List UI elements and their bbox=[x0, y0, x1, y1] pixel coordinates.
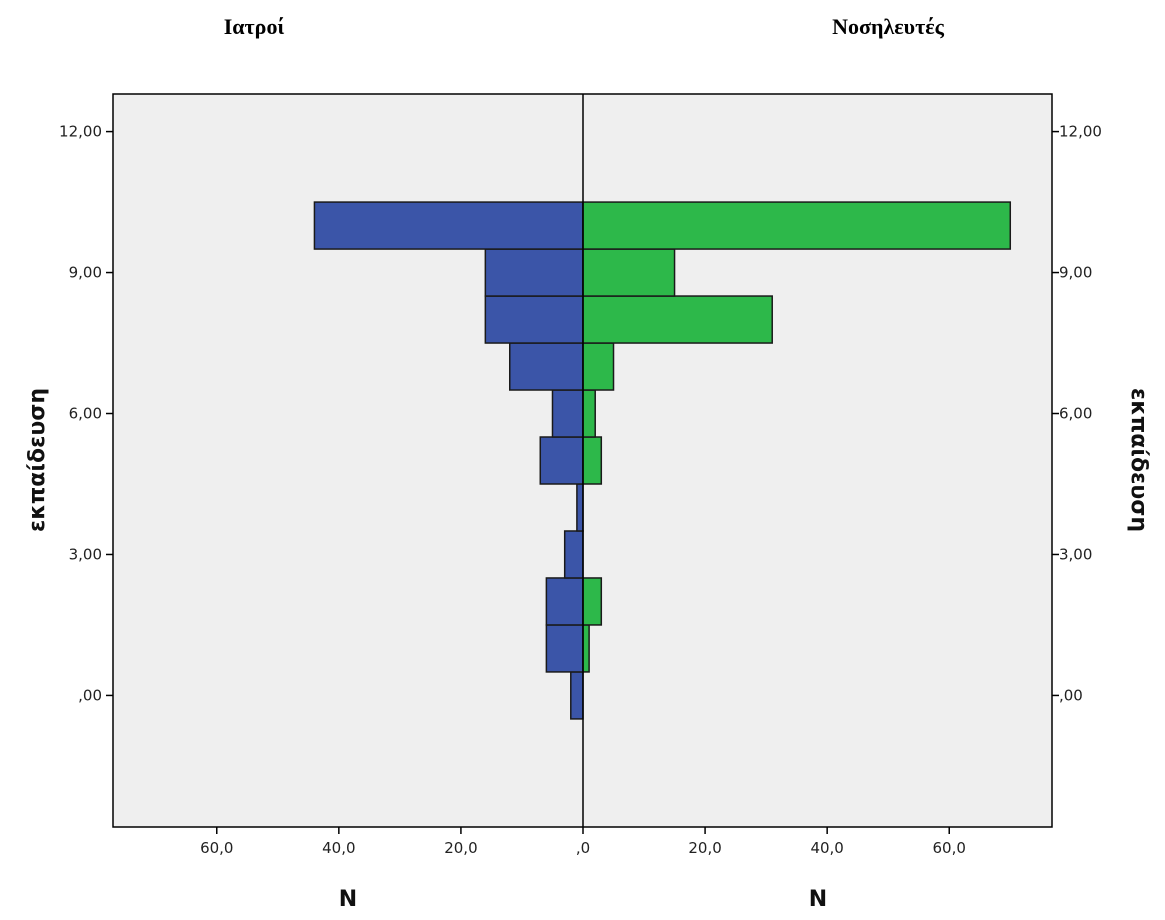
right-bar-5 bbox=[582, 436, 603, 485]
y-tick-label-right: 6,00 bbox=[1059, 405, 1092, 423]
left-bar-3 bbox=[563, 530, 584, 579]
left-bar-9 bbox=[484, 248, 584, 297]
y-tick-label-right: ,00 bbox=[1059, 686, 1083, 704]
y-ticks-right: ,00 3,00 6,00 9,00 12,00 bbox=[1052, 123, 1102, 704]
right-bar-2 bbox=[582, 577, 603, 626]
x-tick-label: 40,0 bbox=[810, 839, 843, 857]
y-tick-label-left: 9,00 bbox=[69, 264, 102, 282]
left-bar-8 bbox=[484, 295, 584, 344]
left-x-axis-title: N bbox=[339, 887, 357, 912]
right-bar-10 bbox=[582, 201, 1012, 250]
y-tick-label-right: 9,00 bbox=[1059, 264, 1092, 282]
left-bar-6 bbox=[551, 389, 584, 438]
x-tick-label: ,0 bbox=[576, 839, 590, 857]
x-tick-label: 40,0 bbox=[322, 839, 355, 857]
right-bar-1 bbox=[582, 624, 590, 673]
right-bar-6 bbox=[582, 389, 596, 438]
left-bar-5 bbox=[539, 436, 584, 485]
left-panel-title: Ιατροί bbox=[224, 14, 285, 39]
right-bar-7 bbox=[582, 342, 615, 391]
y-tick-label-left: 12,00 bbox=[59, 123, 102, 141]
left-bar-10 bbox=[313, 201, 584, 250]
x-ticks: ,0 20,0 20,0 40,0 40,0 60,0 60,0 bbox=[200, 827, 966, 857]
x-tick-label: 60,0 bbox=[200, 839, 233, 857]
y-tick-label-left: ,00 bbox=[78, 686, 102, 704]
right-bar-9 bbox=[582, 248, 676, 297]
right-bar-8 bbox=[582, 295, 773, 344]
y-tick-label-left: 3,00 bbox=[69, 545, 102, 563]
left-bar-7 bbox=[509, 342, 584, 391]
right-x-axis-title: N bbox=[809, 887, 827, 912]
x-tick-label: 20,0 bbox=[688, 839, 721, 857]
y-tick-label-right: 12,00 bbox=[1059, 123, 1102, 141]
y-tick-label-right: 3,00 bbox=[1059, 545, 1092, 563]
left-bar-4 bbox=[576, 483, 584, 532]
left-bar-1 bbox=[545, 624, 584, 673]
right-panel-title: Νοσηλευτές bbox=[832, 14, 945, 39]
x-tick-label: 60,0 bbox=[933, 839, 966, 857]
right-y-axis-title: εκπαίδευση bbox=[1126, 388, 1151, 532]
left-bar-0 bbox=[570, 671, 584, 720]
y-ticks-left: ,00 3,00 6,00 9,00 12,00 bbox=[59, 123, 113, 704]
bars-layer bbox=[313, 201, 1012, 720]
y-tick-label-left: 6,00 bbox=[69, 405, 102, 423]
left-y-axis-title: εκπαίδευση bbox=[25, 388, 50, 532]
left-bar-2 bbox=[545, 577, 584, 626]
x-tick-label: 20,0 bbox=[444, 839, 477, 857]
